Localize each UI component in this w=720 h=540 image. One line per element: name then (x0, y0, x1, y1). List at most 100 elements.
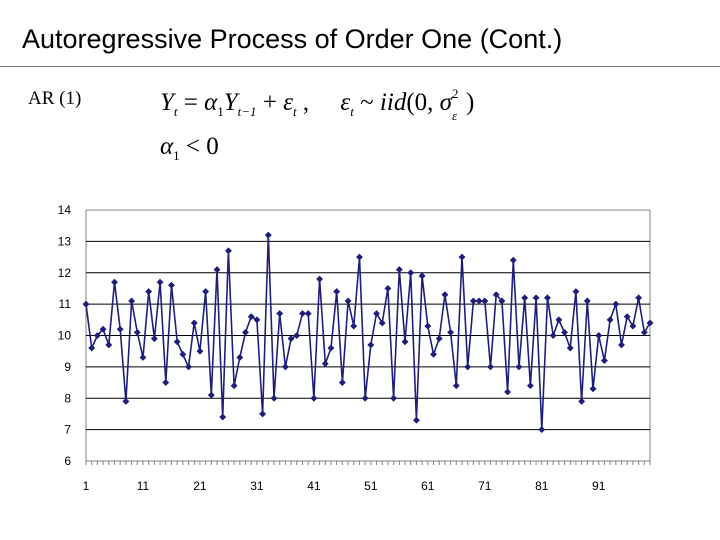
data-point-62 (429, 350, 438, 358)
eq-y: Y (160, 89, 174, 116)
data-point-55 (390, 394, 398, 402)
data-point-80 (532, 294, 540, 302)
x-tick-label-81: 81 (535, 479, 549, 493)
y-tick-label-6: 6 (64, 454, 71, 468)
data-point-73 (492, 291, 500, 299)
series-line (85, 235, 651, 430)
x-tick-label-21: 21 (193, 479, 207, 493)
data-point-65 (447, 328, 455, 336)
data-point-70 (475, 297, 483, 305)
y-tick-label-13: 13 (58, 234, 72, 248)
data-point-71 (481, 297, 489, 305)
x-tick-label-71: 71 (478, 479, 492, 493)
data-point-97 (629, 322, 637, 330)
data-point-89 (583, 297, 591, 305)
data-point-7 (116, 325, 124, 333)
eq2-sub-1: 1 (173, 148, 180, 163)
y-tick-label-9: 9 (64, 360, 71, 374)
data-point-37 (287, 335, 295, 343)
eq-sub-1: 1 (217, 104, 224, 119)
data-point-15 (162, 379, 170, 387)
data-point-60 (418, 272, 426, 280)
y-tick-label-14: 14 (58, 203, 72, 217)
data-point-31 (253, 316, 261, 324)
x-tick-label-51: 51 (364, 479, 378, 493)
eq-sub-t-minus-1: t−1 (237, 104, 257, 119)
data-point-9 (128, 297, 136, 305)
data-point-58 (407, 269, 415, 277)
data-point-99 (640, 328, 648, 336)
data-point-11 (139, 353, 147, 362)
slide-title: Autoregressive Process of Order One (Con… (22, 24, 563, 54)
data-point-33 (264, 231, 272, 239)
data-point-77 (515, 363, 523, 371)
data-point-3 (93, 331, 101, 340)
data-point-96 (623, 313, 631, 321)
data-point-35 (276, 309, 284, 318)
data-point-48 (350, 322, 358, 330)
data-point-17 (173, 338, 181, 346)
data-point-24 (213, 266, 221, 274)
data-point-92 (600, 357, 608, 365)
data-point-98 (635, 294, 643, 302)
x-tick-label-1: 1 (83, 479, 90, 493)
eq-epsilon-2: ε (340, 89, 351, 116)
data-point-86 (566, 344, 574, 352)
data-point-91 (595, 331, 603, 340)
data-point-32 (259, 410, 267, 418)
data-point-42 (316, 275, 324, 283)
y-tick-label-8: 8 (64, 391, 71, 405)
data-point-26 (224, 247, 232, 255)
data-point-46 (338, 379, 346, 387)
data-point-10 (133, 328, 141, 336)
data-point-79 (526, 382, 534, 390)
data-point-83 (549, 331, 557, 340)
data-point-100 (646, 319, 654, 327)
eq-equals: = (177, 89, 205, 116)
eq-epsilon: ε (283, 89, 294, 116)
data-point-21 (196, 347, 204, 355)
data-point-44 (327, 344, 335, 352)
data-point-66 (452, 382, 460, 390)
data-point-39 (298, 309, 307, 318)
data-point-47 (344, 297, 352, 305)
data-point-56 (395, 266, 403, 274)
eq-y-lag: Y (223, 89, 238, 116)
data-point-4 (99, 325, 107, 333)
data-point-67 (458, 253, 466, 261)
data-point-27 (230, 382, 238, 390)
eq-tilde: ~ (353, 89, 380, 116)
data-point-30 (247, 313, 255, 321)
eq-comma: , (296, 89, 341, 116)
data-point-75 (504, 388, 512, 396)
x-tick-label-31: 31 (250, 479, 264, 493)
data-point-18 (179, 350, 187, 358)
y-tick-label-11: 11 (59, 297, 72, 311)
data-point-52 (372, 309, 381, 318)
data-point-38 (293, 331, 301, 340)
data-point-20 (190, 319, 198, 327)
data-point-22 (202, 288, 210, 296)
data-point-29 (241, 328, 250, 336)
data-point-41 (310, 394, 318, 402)
data-point-63 (435, 335, 443, 343)
data-point-53 (378, 319, 386, 327)
data-point-5 (105, 341, 113, 349)
data-point-23 (207, 391, 215, 399)
eq-close-paren: ) (466, 89, 475, 116)
model-label: AR (1) (28, 88, 82, 109)
data-point-93 (606, 316, 614, 324)
data-point-59 (412, 416, 420, 424)
data-point-54 (384, 284, 392, 292)
data-point-64 (441, 291, 449, 299)
data-point-40 (304, 309, 312, 318)
x-tick-label-61: 61 (421, 479, 435, 493)
data-point-61 (424, 322, 432, 330)
data-point-84 (555, 316, 563, 324)
data-point-14 (156, 278, 164, 286)
eq-iid: iid (379, 89, 407, 116)
x-tick-label-11: 11 (137, 479, 150, 493)
data-point-36 (281, 363, 289, 371)
data-point-94 (612, 300, 620, 308)
